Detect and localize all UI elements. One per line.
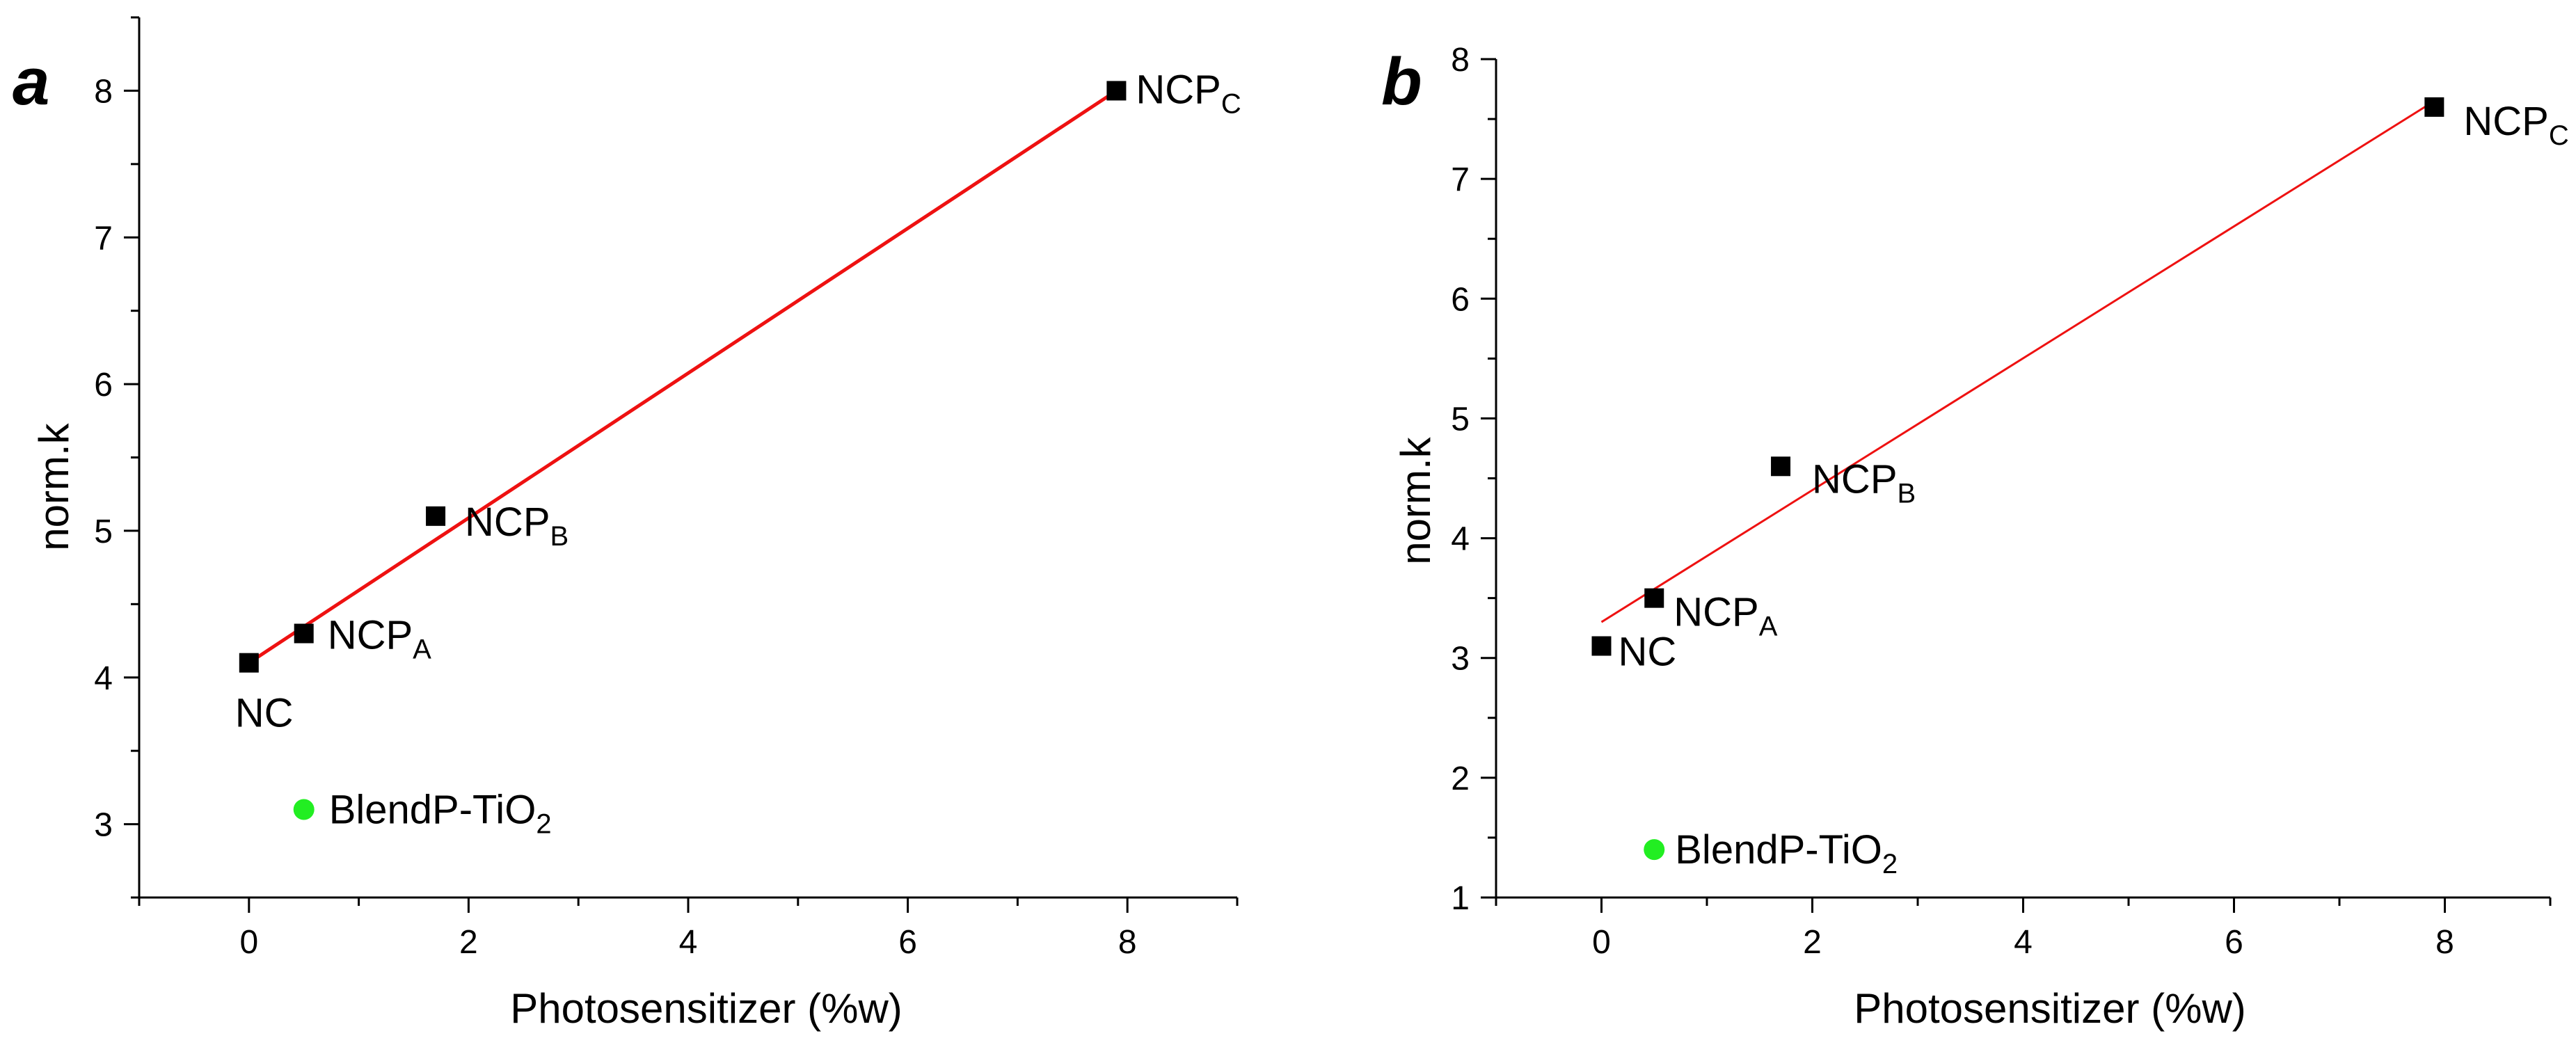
panel-a-x-tick-label: 4	[679, 924, 698, 961]
panel-a-point-square	[426, 506, 446, 526]
panel-b-point-label: NCPC	[2463, 99, 2568, 151]
panel-b-point-label: BlendP-TiO2	[1675, 827, 1898, 879]
panel-b-point-square	[1644, 588, 1664, 608]
panel-a-point-label: NC	[235, 691, 294, 736]
panel-b-fit-line-group	[1600, 99, 2435, 623]
panel-a-point-circle	[293, 799, 315, 820]
panel-b-x-tick-label: 2	[1803, 924, 1822, 961]
panel-a-y-tick-label: 3	[94, 807, 113, 844]
panel-a-point-square	[239, 653, 259, 673]
panel-b-fit-line	[1600, 99, 2435, 623]
panel-a-point-square	[294, 623, 314, 644]
panel-a-point-label: BlendP-TiO2	[329, 788, 552, 840]
panel-a-x-tick-label: 8	[1118, 924, 1137, 961]
panel-a-y-tick-label: 4	[94, 660, 113, 697]
panel-b-y-tick-label: 3	[1451, 641, 1470, 678]
panel-b-point-square	[2424, 97, 2444, 117]
panel-a: a 0 2 4 6 8 3 4 5 6 7 8 Photosensitizer (%w) norm.…	[13, 16, 1241, 1032]
panel-b-x-tick-label: 8	[2435, 924, 2454, 961]
panel-b-ticks	[1481, 58, 2552, 913]
panel-a-fit-line	[248, 89, 1118, 664]
panel-b-letter: b	[1381, 45, 1422, 119]
panel-a-point-square	[1106, 81, 1127, 101]
panel-b-y-axis-title: norm.k	[1392, 436, 1439, 564]
panel-a-x-tick-label: 6	[898, 924, 917, 961]
panel-a-point-label: NCPC	[1136, 67, 1241, 119]
panel-b: b 0 2 4 6 8 1 2 3 4 5 6 7 8 Photosensitizer (%w) nor…	[1381, 42, 2569, 1032]
panel-a-y-tick-label: 8	[94, 73, 113, 110]
panel-a-fit-line-group	[248, 89, 1118, 664]
panel-b-y-tick-label: 6	[1451, 281, 1470, 318]
panel-b-points	[1591, 97, 2444, 861]
panel-a-axes	[138, 17, 1237, 899]
panel-a-y-axis-title: norm.k	[31, 422, 77, 550]
panel-b-y-tick-label: 2	[1451, 760, 1470, 797]
panel-b-point-label: NC	[1619, 630, 1677, 675]
panel-a-letter: a	[13, 45, 49, 119]
panel-b-point-square	[1771, 456, 1791, 477]
panel-b-y-tick-label: 4	[1451, 521, 1470, 558]
panel-a-y-tick-label: 6	[94, 367, 113, 404]
panel-a-x-tick-label: 0	[239, 924, 258, 961]
panel-a-x-tick-label: 2	[459, 924, 478, 961]
panel-a-y-tick-label: 5	[94, 513, 113, 550]
panel-b-x-tick-label: 0	[1592, 924, 1611, 961]
panel-b-y-tick-label: 5	[1451, 401, 1470, 438]
panel-a-tick-labels: 0 2 4 6 8 3 4 5 6 7 8	[94, 73, 1136, 961]
panel-b-point-square	[1591, 636, 1612, 656]
panel-a-point-label: NCPA	[328, 613, 431, 665]
panel-b-point-label: NCPA	[1673, 590, 1777, 642]
panel-a-point-labels: NC NCPA NCPB NCPC BlendP-TiO2	[235, 67, 1241, 839]
panel-b-point-circle	[1644, 839, 1665, 861]
panel-a-points	[239, 81, 1127, 820]
panel-b-x-tick-label: 4	[2014, 924, 2033, 961]
panel-b-y-tick-label: 8	[1451, 42, 1470, 79]
panel-b-x-tick-label: 6	[2225, 924, 2243, 961]
panel-b-y-tick-label: 1	[1451, 880, 1470, 917]
panel-a-x-axis-title: Photosensitizer (%w)	[510, 985, 903, 1032]
panel-b-y-tick-label: 7	[1451, 161, 1470, 198]
panel-b-x-axis-title: Photosensitizer (%w)	[1854, 985, 2246, 1032]
panel-b-axes	[1495, 59, 2550, 899]
panel-b-tick-labels: 0 2 4 6 8 1 2 3 4 5 6 7 8	[1451, 42, 2454, 961]
panel-b-point-label: NCPB	[1812, 456, 1916, 509]
panel-a-ticks	[124, 16, 1239, 913]
panel-a-y-tick-label: 7	[94, 220, 113, 257]
panel-a-point-label: NCPB	[465, 500, 569, 552]
